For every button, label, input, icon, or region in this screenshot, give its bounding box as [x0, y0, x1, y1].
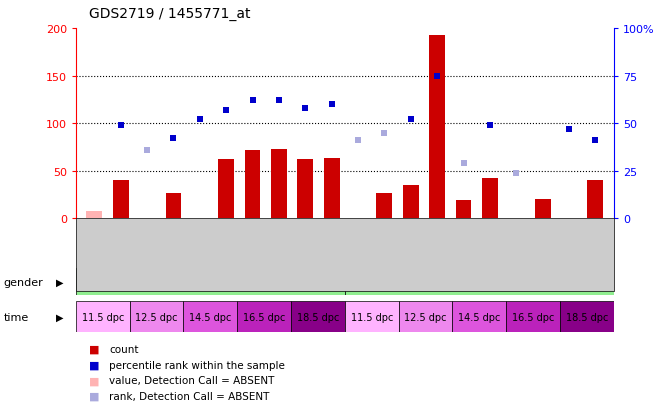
Bar [183, 301, 238, 332]
Point [458, 161, 469, 167]
Text: ▶: ▶ [55, 277, 63, 287]
Point [590, 138, 601, 144]
Bar [482, 179, 498, 219]
Point [432, 73, 442, 80]
Bar [291, 301, 345, 332]
Bar [399, 301, 453, 332]
Point [221, 107, 232, 114]
Text: 18.5 dpc: 18.5 dpc [566, 312, 608, 322]
Point [274, 98, 284, 104]
Text: male: male [195, 275, 226, 288]
Bar [376, 193, 392, 219]
Text: percentile rank within the sample: percentile rank within the sample [109, 360, 284, 370]
Text: 11.5 dpc: 11.5 dpc [350, 312, 393, 322]
Bar [506, 301, 560, 332]
Bar [130, 301, 183, 332]
Point [248, 98, 258, 104]
Text: ■: ■ [89, 375, 100, 385]
Point [195, 117, 205, 123]
Text: 14.5 dpc: 14.5 dpc [189, 312, 232, 322]
Bar [166, 193, 182, 219]
Bar [403, 186, 418, 219]
Text: count: count [109, 344, 139, 354]
Bar [324, 159, 340, 219]
Bar [271, 150, 287, 219]
Text: ▶: ▶ [55, 312, 63, 322]
Bar [218, 160, 234, 219]
Point [352, 138, 363, 144]
Bar [535, 200, 550, 219]
Point [564, 126, 574, 133]
Bar [453, 301, 506, 332]
Text: 18.5 dpc: 18.5 dpc [297, 312, 339, 322]
Point [511, 170, 521, 177]
Text: 16.5 dpc: 16.5 dpc [512, 312, 554, 322]
Text: 11.5 dpc: 11.5 dpc [82, 312, 124, 322]
Bar [298, 160, 314, 219]
Bar [113, 181, 129, 219]
Text: GDS2719 / 1455771_at: GDS2719 / 1455771_at [89, 7, 251, 21]
Text: gender: gender [3, 277, 43, 287]
Bar [587, 181, 603, 219]
Bar [560, 301, 614, 332]
Text: value, Detection Call = ABSENT: value, Detection Call = ABSENT [109, 375, 275, 385]
Bar [76, 268, 345, 295]
Text: female: female [457, 275, 501, 288]
Text: 14.5 dpc: 14.5 dpc [458, 312, 500, 322]
Point [379, 130, 389, 137]
Bar [238, 301, 291, 332]
Text: ■: ■ [89, 344, 100, 354]
Point [115, 123, 126, 129]
Bar [429, 36, 445, 219]
Point [484, 123, 495, 129]
Point [142, 147, 152, 154]
Text: 12.5 dpc: 12.5 dpc [135, 312, 178, 322]
Text: time: time [3, 312, 28, 322]
Point [327, 102, 337, 108]
Bar [345, 301, 399, 332]
Text: 12.5 dpc: 12.5 dpc [405, 312, 447, 322]
Bar [86, 211, 102, 219]
Point [405, 117, 416, 123]
Bar [76, 301, 130, 332]
Point [300, 105, 311, 112]
Bar [245, 150, 261, 219]
Bar [345, 268, 614, 295]
Text: ■: ■ [89, 391, 100, 401]
Text: ■: ■ [89, 360, 100, 370]
Point [168, 136, 179, 142]
Bar [455, 201, 471, 219]
Text: rank, Detection Call = ABSENT: rank, Detection Call = ABSENT [109, 391, 269, 401]
Text: 16.5 dpc: 16.5 dpc [243, 312, 285, 322]
